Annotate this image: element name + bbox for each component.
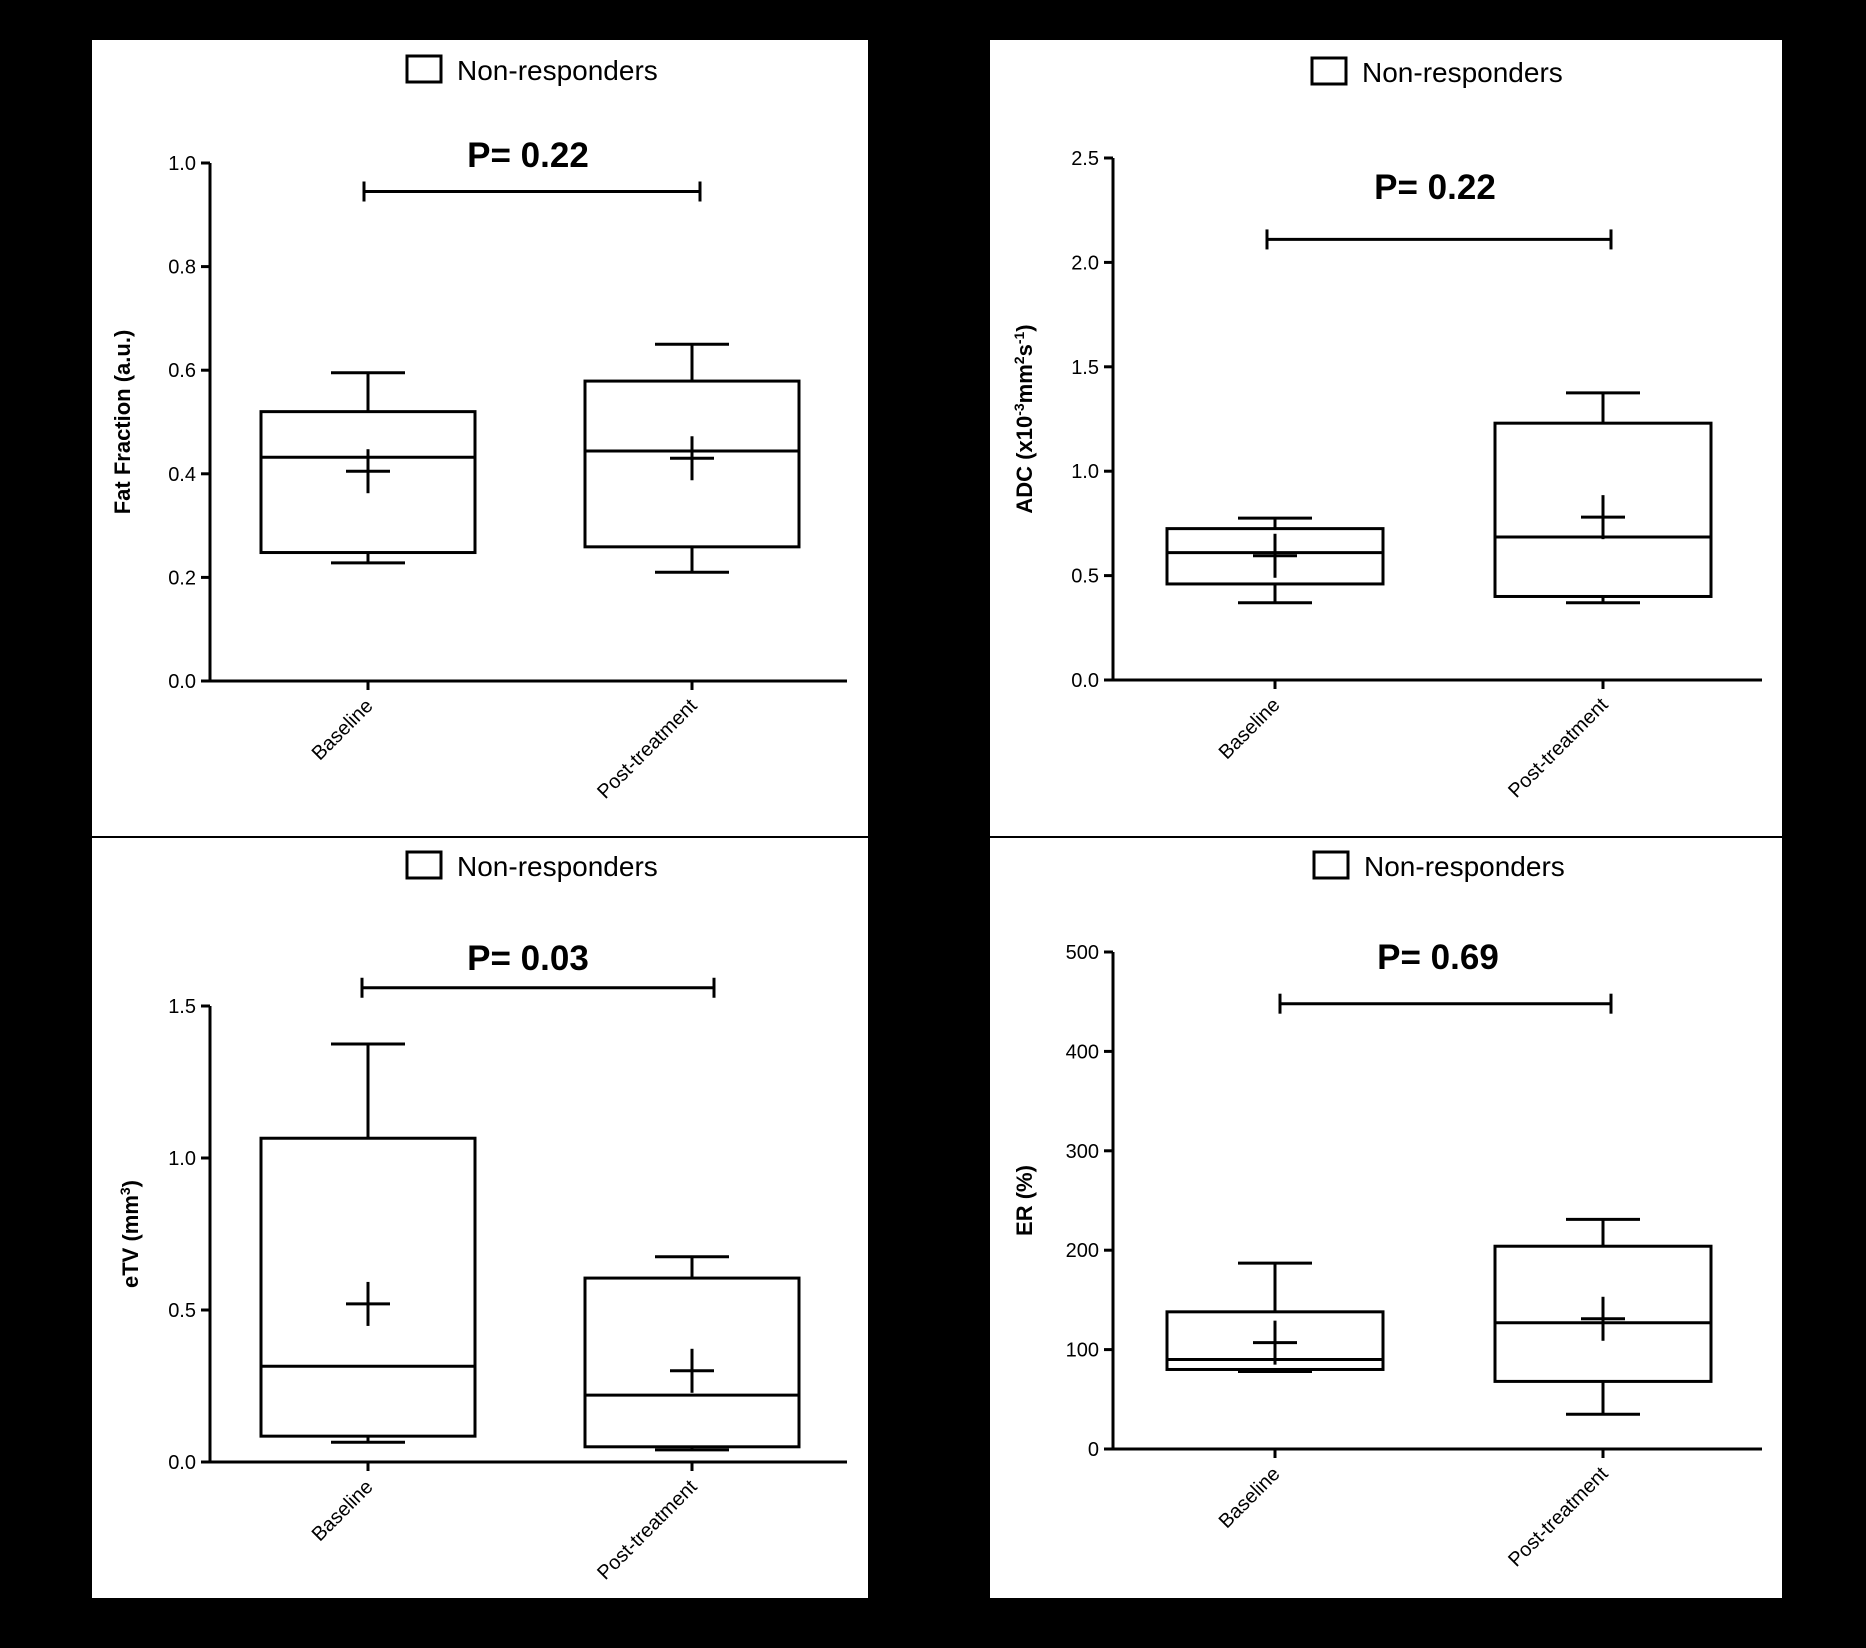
x-category-label: Post-treatment	[593, 695, 702, 804]
y-tick-label: 100	[1066, 1340, 1099, 1362]
box-post-treatment	[1493, 391, 1713, 605]
y-tick-label: 2.0	[1071, 252, 1099, 274]
y-tick-label: 0.4	[168, 464, 196, 486]
y-axis-label-part: ADC (x10	[1012, 416, 1037, 514]
box-baseline	[1165, 1261, 1385, 1373]
p-value-label: P= 0.22	[1374, 168, 1496, 207]
legend: Non-responders	[1312, 850, 1565, 882]
chart-fat-fraction: Non-responders 0.0 0.2 0.4 0.6 0.8 1.0 Fat Frac…	[110, 54, 847, 804]
y-tick-label: 1.0	[168, 1148, 196, 1170]
x-category-label: Baseline	[1215, 694, 1285, 764]
x-category-label: Baseline	[1215, 1463, 1285, 1533]
legend-swatch	[405, 54, 443, 84]
iqr-box	[583, 1276, 801, 1449]
x-category-label: Baseline	[308, 1476, 378, 1546]
significance-bracket	[1265, 229, 1613, 250]
y-tick-label: 1.5	[1071, 357, 1099, 379]
mean-marker	[1253, 1320, 1297, 1365]
legend-label: Non-responders	[1362, 57, 1563, 88]
y-tick-label: 200	[1066, 1240, 1099, 1262]
y-axis-label-superscript: 2	[1011, 356, 1027, 364]
legend-swatch	[405, 850, 443, 880]
y-tick-label: 0	[1088, 1439, 1099, 1461]
y-axis-label-superscript: -1	[1011, 332, 1027, 345]
y-tick-label: 500	[1066, 942, 1099, 964]
mean-marker	[346, 1281, 390, 1326]
y-tick-label: 1.5	[168, 996, 196, 1018]
y-tick-label: 0.5	[168, 1300, 196, 1322]
x-category-label: Post-treatment	[593, 1476, 702, 1585]
significance-bracket	[1278, 993, 1613, 1014]
mean-marker	[1253, 533, 1297, 578]
legend-label: Non-responders	[1364, 851, 1565, 882]
iqr-box	[583, 379, 801, 549]
iqr-box	[1165, 1310, 1385, 1371]
y-axis-label-superscript: 3	[117, 1187, 133, 1195]
mean-marker	[670, 1348, 714, 1393]
p-value-label: P= 0.22	[467, 136, 589, 175]
y-tick-label: 300	[1066, 1141, 1099, 1163]
significance-bracket	[360, 977, 716, 998]
legend-label: Non-responders	[457, 55, 658, 86]
y-tick-label: 2.5	[1071, 148, 1099, 170]
panel-adc: Non-responders 0.0 0.5 1.0 1.5 2.0 2.5 ADC (x10…	[990, 40, 1782, 836]
y-axis-label: ER (%)	[1012, 1165, 1037, 1236]
legend: Non-responders	[405, 54, 658, 86]
y-tick-label: 400	[1066, 1041, 1099, 1063]
panel-fat-fraction: Non-responders 0.0 0.2 0.4 0.6 0.8 1.0 Fat Frac…	[92, 40, 868, 836]
box-baseline	[259, 1042, 477, 1444]
box-post-treatment	[1493, 1217, 1713, 1416]
y-tick-label: 0.2	[168, 567, 196, 589]
chart-etv: Non-responders 0.0 0.5 1.0 1.5 eTV (mm3) Basel…	[117, 850, 847, 1585]
y-tick-label: 1.0	[1071, 461, 1099, 483]
panel-etv: Non-responders 0.0 0.5 1.0 1.5 eTV (mm3) Basel…	[92, 838, 868, 1598]
y-tick-label: 0.6	[168, 360, 196, 382]
y-axis-label-part: mm	[1012, 364, 1037, 403]
y-axis-label-superscript: -3	[1011, 403, 1027, 416]
p-value-label: P= 0.69	[1377, 938, 1499, 977]
iqr-box	[259, 1136, 477, 1438]
chart-er: Non-responders 0 100 200 300 400 500 ER (%) Base…	[1012, 850, 1762, 1572]
mean-marker	[1581, 495, 1625, 540]
mean-marker	[1581, 1296, 1625, 1341]
y-axis-label-part: )	[1012, 324, 1037, 331]
box-baseline	[259, 371, 477, 565]
iqr-box	[259, 410, 477, 555]
box-baseline	[1165, 516, 1385, 605]
iqr-box	[1493, 1244, 1713, 1383]
y-tick-label: 0.8	[168, 257, 196, 279]
y-tick-label: 1.0	[168, 153, 196, 175]
y-axis-label: ADC (x10-3mm2s-1)	[1011, 324, 1037, 513]
y-tick-label: 0.0	[1071, 670, 1099, 692]
legend-swatch	[1312, 850, 1350, 880]
mean-marker	[346, 449, 390, 494]
y-axis-label-part: eTV (mm	[118, 1195, 143, 1288]
mean-marker	[670, 436, 714, 481]
x-category-label: Post-treatment	[1504, 1463, 1613, 1572]
legend-label: Non-responders	[457, 851, 658, 882]
y-tick-label: 0.0	[168, 671, 196, 693]
y-axis-label: Fat Fraction (a.u.)	[110, 330, 135, 515]
y-tick-label: 0.5	[1071, 566, 1099, 588]
y-axis-label-part: s	[1012, 344, 1037, 356]
iqr-box	[1165, 527, 1385, 586]
x-category-label: Baseline	[308, 695, 378, 765]
legend: Non-responders	[405, 850, 658, 882]
y-axis-label: eTV (mm3)	[117, 1180, 143, 1288]
panel-er: Non-responders 0 100 200 300 400 500 ER (%) Base…	[990, 838, 1782, 1598]
legend-swatch	[1310, 56, 1348, 86]
iqr-box	[1493, 421, 1713, 598]
y-axis-label-part: )	[118, 1180, 143, 1187]
p-value-label: P= 0.03	[467, 939, 589, 978]
chart-adc: Non-responders 0.0 0.5 1.0 1.5 2.0 2.5 ADC (x10…	[1011, 56, 1762, 803]
box-post-treatment	[583, 1255, 801, 1452]
significance-bracket	[362, 181, 702, 202]
y-tick-label: 0.0	[168, 1452, 196, 1474]
legend: Non-responders	[1310, 56, 1563, 88]
box-post-treatment	[583, 342, 801, 574]
x-category-label: Post-treatment	[1504, 694, 1613, 803]
